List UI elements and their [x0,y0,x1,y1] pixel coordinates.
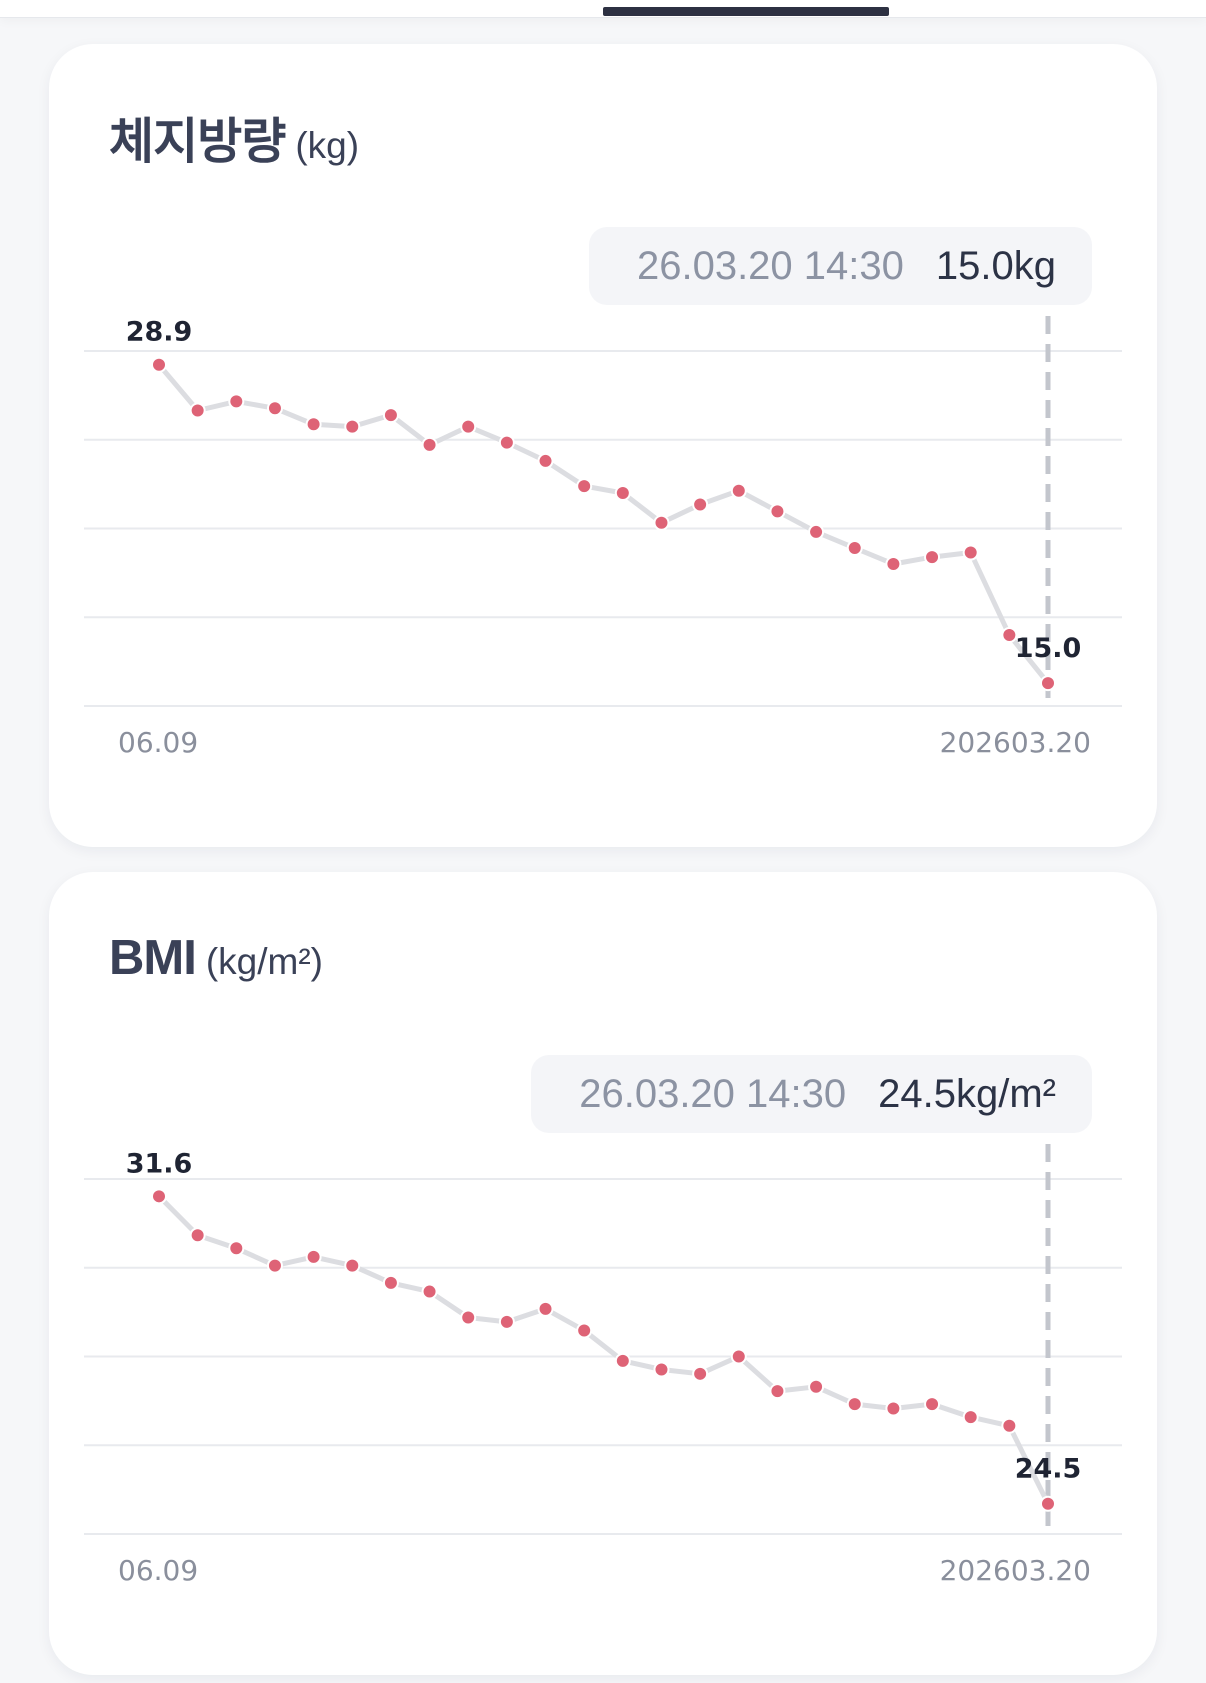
data-point[interactable] [266,1257,283,1274]
data-point[interactable] [228,1240,245,1257]
data-point[interactable] [537,1300,554,1317]
data-point[interactable] [421,1283,438,1300]
data-point[interactable] [692,496,709,513]
data-point[interactable] [382,407,399,424]
data-point[interactable] [614,1352,631,1369]
active-tab-indicator [603,7,889,16]
series-line [157,1194,1051,1505]
selected-data-point[interactable] [1040,675,1056,692]
data-point[interactable] [885,1400,902,1417]
data-point[interactable] [460,418,477,435]
top-tab-bar [0,0,1206,18]
data-point[interactable] [1001,1417,1018,1434]
selected-data-point[interactable] [1040,1495,1056,1512]
card-title-text: BMI [109,931,197,985]
max-value-label: 28.9 [126,317,193,348]
data-point[interactable] [614,485,631,501]
x-axis-end-label: 202603.20 [940,726,1091,759]
data-point[interactable] [305,1248,322,1265]
data-point[interactable] [846,1396,863,1413]
data-point[interactable] [692,1365,709,1382]
last-value-label: 24.5 [1015,1454,1082,1485]
tooltip-value: 15.0kg [935,243,1056,288]
data-point[interactable] [962,544,979,561]
tooltip-date: 26.03.20 14:30 [636,243,904,288]
data-point[interactable] [576,1322,593,1339]
data-point[interactable] [653,1361,670,1378]
data-point[interactable] [769,503,786,520]
x-axis-end-label: 202603.20 [940,1554,1091,1587]
data-point[interactable] [962,1409,979,1426]
data-point[interactable] [305,416,322,433]
data-point[interactable] [344,418,361,435]
data-point[interactable] [382,1274,399,1291]
series-line [157,363,1050,685]
data-point[interactable] [151,1188,167,1205]
tooltip-value: 24.5kg/m² [878,1071,1056,1116]
card-title-unit: (kg) [295,125,360,166]
data-point[interactable] [344,1257,361,1274]
body-fat-title: 체지방량 (kg) [109,102,359,173]
data-point[interactable] [769,1383,786,1400]
data-point[interactable] [498,434,515,451]
card-title-text: 체지방량 [109,115,286,169]
data-point[interactable] [885,556,902,572]
data-point[interactable] [1001,627,1018,643]
last-value-label: 15.0 [1015,633,1082,664]
data-point[interactable] [808,523,825,540]
data-point[interactable] [846,539,863,556]
tooltip-date: 26.03.20 14:30 [579,1071,847,1116]
data-point[interactable] [730,1348,747,1365]
data-point[interactable] [924,549,941,566]
data-point[interactable] [228,393,245,410]
data-point[interactable] [189,1227,206,1244]
data-point[interactable] [151,356,167,373]
data-point[interactable] [653,514,670,531]
bmi-tooltip: 26.03.20 14:30 24.5kg/m² [531,1055,1092,1133]
data-point[interactable] [730,482,747,499]
data-point[interactable] [537,452,554,469]
x-axis-start-label: 06.09 [118,726,198,759]
data-point[interactable] [421,436,438,453]
body-fat-tooltip: 26.03.20 14:30 15.0kg [588,227,1092,305]
x-axis-start-label: 06.09 [118,1554,198,1587]
data-point[interactable] [576,478,593,495]
data-point[interactable] [924,1396,941,1413]
card-title-unit: (kg/m²) [205,941,323,982]
data-point[interactable] [808,1378,825,1395]
body-fat-line-chart[interactable]: 28.9 15.0 06.09 202603.20 [49,44,1157,847]
data-point[interactable] [189,402,206,419]
data-point[interactable] [498,1313,515,1330]
data-point[interactable] [266,400,283,417]
bmi-title: BMI (kg/m²) [109,930,323,986]
data-point[interactable] [460,1309,477,1326]
bmi-card: BMI (kg/m²) 31.6 24.5 06.09 202603.20 26.03… [49,872,1157,1675]
body-fat-card: 체지방량 (kg) 28.9 15.0 06.09 202603.20 26.03.2… [49,44,1157,847]
max-value-label: 31.6 [126,1148,193,1179]
bmi-line-chart[interactable]: 31.6 24.5 06.09 202603.20 [49,872,1157,1675]
